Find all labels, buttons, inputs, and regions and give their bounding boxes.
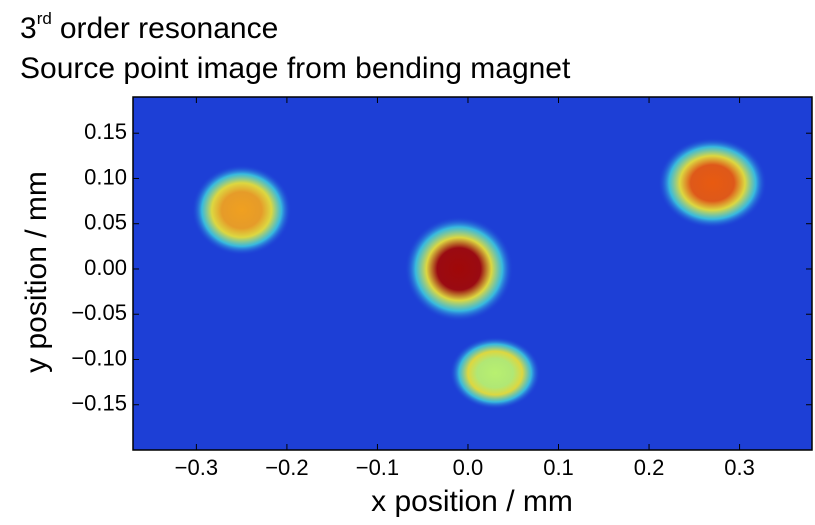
y-tick-label: 0.05 <box>84 210 127 235</box>
y-tick-label: −0.10 <box>71 345 127 370</box>
chart-subtitle: Source point image from bending magnet <box>20 52 571 85</box>
spot <box>658 138 767 229</box>
x-tick-label: 0.3 <box>724 455 755 480</box>
y-tick-label: −0.15 <box>71 391 127 416</box>
x-tick-label: 0.2 <box>634 455 665 480</box>
title-number: 3 <box>20 12 37 45</box>
y-tick-label: 0.15 <box>84 119 127 144</box>
x-tick-label: −0.2 <box>265 455 308 480</box>
y-tick-label: 0.10 <box>84 164 127 189</box>
x-tick-label: 0.1 <box>543 455 574 480</box>
title-text: order resonance <box>60 12 278 45</box>
y-tick-label: 0.00 <box>84 255 127 280</box>
x-tick-label: 0.0 <box>453 455 484 480</box>
x-tick-label: −0.1 <box>356 455 399 480</box>
spot <box>405 216 514 321</box>
chart-title: 3rd order resonance <box>20 9 278 44</box>
spot <box>192 165 292 256</box>
x-tick-label: −0.3 <box>175 455 218 480</box>
chart: 3rd order resonance Source point image fr… <box>0 0 815 520</box>
x-axis-label: x position / mm <box>371 485 573 518</box>
title-superscript: rd <box>37 9 52 28</box>
y-tick-label: −0.05 <box>71 300 127 325</box>
y-axis-label: y position / mm <box>20 171 53 373</box>
spot <box>450 337 541 409</box>
